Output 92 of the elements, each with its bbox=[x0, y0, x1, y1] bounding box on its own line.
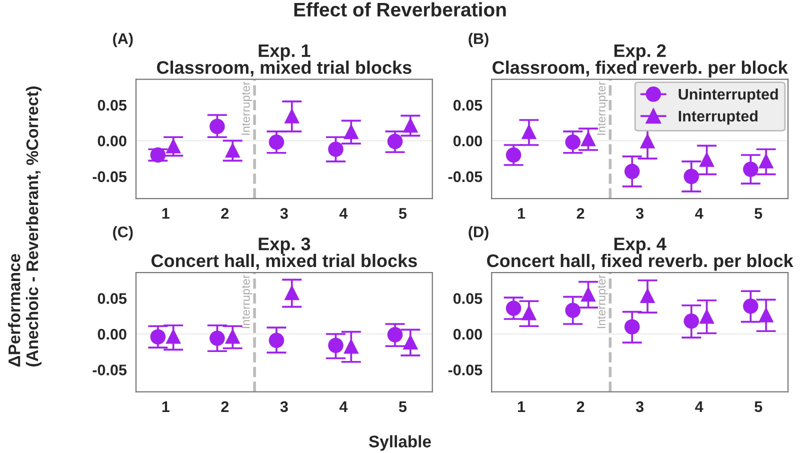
point bbox=[402, 117, 418, 133]
y-axis-title: ΔPerformance (Anechoic - Reverberant, %Correct) bbox=[8, 86, 42, 367]
chart-subtitle: Concert hall, fixed reverb. per block bbox=[487, 254, 794, 271]
point bbox=[150, 147, 166, 163]
legend-label: Interrupted bbox=[678, 110, 758, 125]
chart-title: Exp. 3 bbox=[258, 238, 310, 254]
y-tick-label: -0.05 bbox=[92, 171, 127, 182]
chart-subtitle: Concert hall, mixed trial blocks bbox=[151, 254, 417, 270]
point bbox=[387, 327, 403, 342]
x-tick-label: 1 bbox=[162, 401, 170, 412]
text: (A) bbox=[113, 32, 133, 48]
point bbox=[565, 302, 580, 318]
chart-title: Exp. 2 bbox=[614, 44, 666, 61]
point bbox=[387, 134, 403, 150]
chart-subtitle: Classroom, fixed reverb. per block bbox=[492, 60, 788, 78]
y-tick-label: 0.05 bbox=[453, 293, 482, 304]
text: (D) bbox=[468, 226, 488, 240]
ref-line-label: Interrupter bbox=[597, 82, 608, 135]
chart-title: Exp. 4 bbox=[614, 238, 666, 254]
point bbox=[758, 307, 774, 322]
y-tick-label: -0.05 bbox=[448, 171, 482, 182]
x-tick-label: 3 bbox=[280, 401, 288, 412]
point bbox=[624, 164, 640, 180]
y-tick-label: -0.05 bbox=[448, 364, 482, 376]
point bbox=[743, 298, 758, 314]
x-tick-label: 2 bbox=[221, 401, 229, 412]
ref-line-label: Interrupter bbox=[242, 82, 252, 135]
text: (C) bbox=[113, 226, 133, 240]
y-tick-label: 0.00 bbox=[98, 136, 126, 146]
x-tick-label: 1 bbox=[518, 401, 526, 412]
x-tick-label: 4 bbox=[339, 208, 348, 219]
point bbox=[284, 108, 300, 124]
point bbox=[565, 134, 580, 150]
point bbox=[284, 284, 300, 300]
point bbox=[699, 308, 714, 324]
point bbox=[684, 168, 700, 184]
y-tick-label: 0.00 bbox=[98, 328, 126, 340]
point bbox=[328, 338, 344, 354]
x-tick-label: 4 bbox=[695, 401, 704, 412]
x-tick-label: 5 bbox=[754, 401, 762, 412]
x-tick-label: 4 bbox=[339, 401, 348, 412]
x-tick-label: 5 bbox=[398, 208, 407, 219]
point bbox=[166, 138, 181, 154]
x-tick-label: 1 bbox=[518, 208, 526, 219]
chart-subtitle: Classroom, mixed trial blocks bbox=[156, 60, 412, 77]
point bbox=[166, 328, 181, 344]
point bbox=[521, 304, 537, 320]
x-tick-label: 5 bbox=[754, 208, 762, 219]
point bbox=[150, 329, 166, 344]
x-tick-label: 3 bbox=[636, 208, 644, 219]
x-tick-label: 2 bbox=[576, 208, 584, 219]
y-tick-label: -0.05 bbox=[92, 364, 127, 376]
x-tick-label: 3 bbox=[280, 208, 288, 219]
ref-line-label: Interrupter bbox=[242, 274, 252, 328]
x-tick-label: 1 bbox=[162, 208, 170, 219]
legend-label: Uninterrupted bbox=[678, 88, 778, 103]
point bbox=[268, 134, 284, 150]
point bbox=[210, 118, 225, 134]
point bbox=[224, 142, 240, 158]
x-tick-label: 2 bbox=[576, 401, 584, 412]
point bbox=[506, 300, 522, 316]
point bbox=[758, 153, 774, 168]
x-axis-title: Syllable bbox=[368, 435, 431, 451]
y-tick-label: 0.00 bbox=[453, 328, 482, 340]
point bbox=[640, 288, 656, 304]
x-tick-label: 3 bbox=[636, 401, 644, 412]
point bbox=[210, 330, 225, 346]
point bbox=[224, 328, 240, 344]
point bbox=[699, 152, 714, 167]
point bbox=[521, 124, 537, 140]
x-tick-label: 5 bbox=[398, 401, 407, 412]
point bbox=[684, 313, 700, 329]
point bbox=[624, 319, 640, 334]
point bbox=[328, 142, 344, 157]
x-tick-label: 2 bbox=[221, 208, 229, 219]
point bbox=[344, 124, 359, 140]
ref-line-label: Interrupter bbox=[597, 274, 608, 328]
point bbox=[268, 332, 284, 348]
y-tick-label: 0.05 bbox=[98, 100, 127, 111]
text: (B) bbox=[468, 32, 488, 48]
y-tick-label: 0.00 bbox=[453, 136, 482, 146]
point bbox=[640, 133, 656, 148]
y-tick-label: 0.05 bbox=[98, 293, 127, 304]
text: Effect of Reverberation bbox=[294, 2, 506, 17]
y-tick-label: 0.05 bbox=[453, 100, 482, 111]
x-tick-label: 4 bbox=[695, 208, 704, 219]
chart-title: Exp. 1 bbox=[258, 44, 310, 61]
point bbox=[580, 130, 596, 146]
point bbox=[580, 286, 596, 302]
point bbox=[743, 162, 758, 177]
point bbox=[402, 334, 418, 350]
point bbox=[344, 338, 359, 354]
